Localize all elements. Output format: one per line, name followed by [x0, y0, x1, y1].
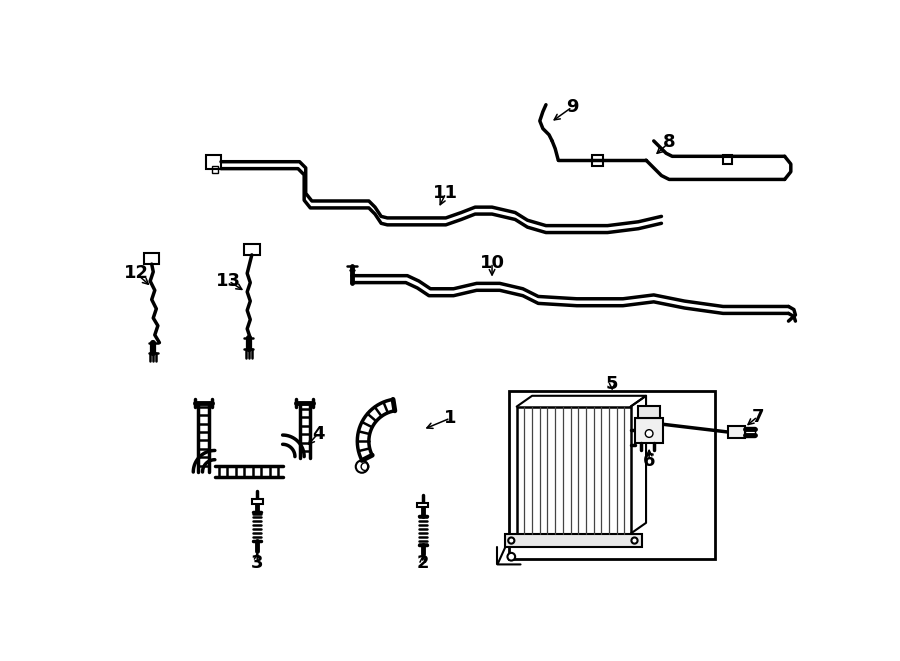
Text: 13: 13 — [216, 272, 241, 290]
Bar — [244, 244, 259, 255]
Bar — [205, 155, 221, 169]
Bar — [509, 391, 716, 559]
Text: 11: 11 — [434, 184, 458, 202]
Circle shape — [508, 537, 515, 543]
Bar — [638, 406, 660, 418]
Bar — [744, 428, 755, 437]
Bar — [252, 499, 263, 504]
Text: 12: 12 — [124, 264, 148, 282]
Circle shape — [508, 553, 515, 561]
Bar — [728, 426, 744, 438]
Text: 6: 6 — [643, 452, 655, 470]
Text: 9: 9 — [566, 98, 579, 116]
Text: 4: 4 — [311, 424, 324, 442]
Text: 3: 3 — [251, 554, 264, 572]
Bar — [517, 407, 631, 533]
Text: 7: 7 — [752, 408, 764, 426]
Text: 8: 8 — [662, 134, 676, 151]
Bar — [635, 418, 663, 443]
Bar — [723, 155, 733, 164]
Text: 5: 5 — [606, 375, 618, 393]
Bar — [505, 533, 643, 547]
Circle shape — [632, 537, 637, 543]
Bar — [592, 155, 603, 165]
Text: 1: 1 — [445, 409, 456, 427]
Bar — [144, 253, 159, 264]
Circle shape — [645, 430, 653, 438]
Bar — [418, 503, 428, 508]
Text: 2: 2 — [417, 554, 429, 572]
Bar — [212, 165, 218, 173]
Text: 10: 10 — [480, 254, 505, 272]
